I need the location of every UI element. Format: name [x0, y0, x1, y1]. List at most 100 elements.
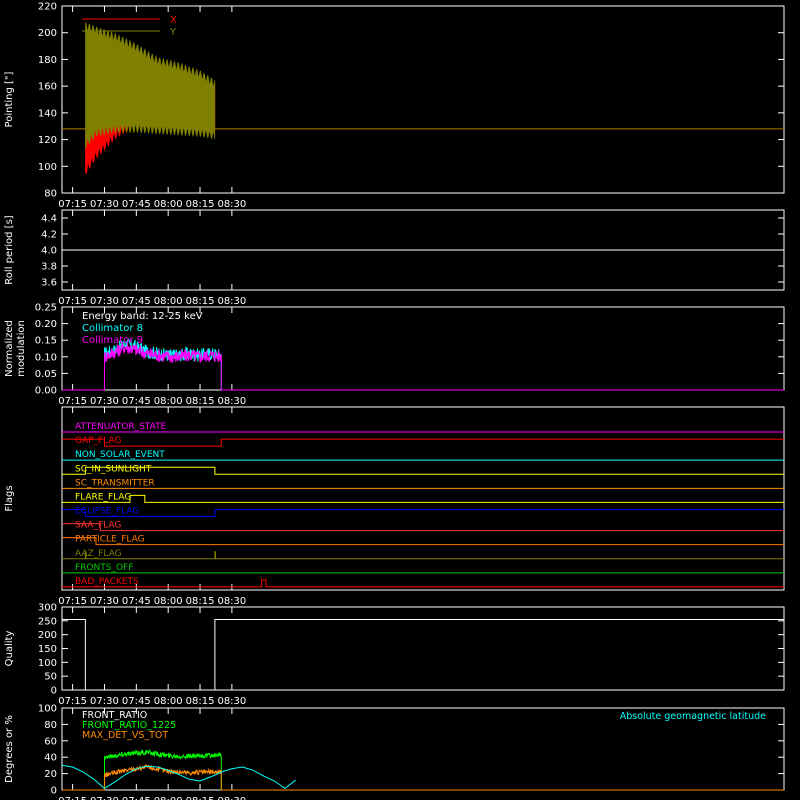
y-tick-label: 4.2 [41, 230, 57, 241]
x-tick-label: 08:15 [186, 396, 215, 407]
x-tick-label: 08:00 [154, 796, 183, 800]
flag-line [62, 551, 784, 560]
y-tick-label: 4.0 [41, 246, 57, 257]
flag-fronts-off: FRONTS_OFF [62, 563, 784, 574]
y-tick-label: 300 [38, 603, 57, 614]
series-front-ratio-1225 [62, 748, 784, 791]
flag-label: AAZ_FLAG [75, 549, 122, 559]
y-tick-label: 80 [44, 720, 57, 731]
x-tick-label: 07:15 [58, 296, 87, 307]
x-tick-label: 08:15 [186, 596, 215, 607]
pointing-frame [61, 5, 785, 194]
x-tick-label: 07:30 [90, 696, 119, 707]
legend-label-front-ratio: FRONT_RATIO [82, 710, 147, 721]
y-tick-label: 140 [38, 108, 57, 119]
flag-attenuator-state: ATTENUATOR_STATE [62, 422, 784, 433]
y-tick-label: 4.4 [41, 214, 57, 225]
energy-band-label: Energy band: 12-25 keV [82, 311, 203, 322]
y-tick-label: 180 [38, 55, 57, 66]
flag-saa-flag: SAA_FLAG [62, 521, 784, 532]
quality-time-axis: 07:15 07:30 07:45 08:00 08:15 08:30 [58, 607, 246, 707]
y-tick-label: 160 [38, 82, 57, 93]
flag-label: BAD_PACKETS [75, 577, 139, 587]
flags-frame [61, 406, 785, 591]
flags-time-axis: 07:15 07:30 07:45 08:00 08:15 08:30 [58, 407, 246, 607]
modulation-y-label-1: Normalized [4, 320, 15, 377]
x-tick-label: 07:30 [90, 596, 119, 607]
flag-gap-flag: GAP_FLAG [62, 436, 784, 447]
y-tick-label: 3.6 [41, 278, 57, 289]
pointing-time-axis: 07:15 07:30 07:45 08:00 08:15 08:30 [58, 6, 246, 210]
quality-line [62, 618, 784, 691]
flag-line [62, 494, 784, 503]
y-tick-label: 100 [38, 658, 57, 669]
ratios-y-label: Degrees or % [4, 715, 15, 783]
y-tick-label: 220 [38, 2, 57, 13]
x-tick-label: 07:30 [90, 796, 119, 800]
flag-label: SC_TRANSMITTER [75, 478, 155, 488]
modulation-y-label-2: modulation [16, 320, 27, 377]
pointing-y-axis: 80 100 120 140 160 180 200 220 [38, 2, 784, 200]
flag-label: FRONTS_OFF [75, 563, 133, 573]
flag-label: ATTENUATOR_STATE [75, 422, 167, 432]
geomagnetic-latitude-label: Absolute geomagnetic latitude [620, 711, 766, 722]
x-tick-label: 08:00 [154, 296, 183, 307]
flag-label: SAA_FLAG [75, 521, 121, 531]
flag-bad-packets: BAD_PACKETS [62, 577, 784, 588]
flag-non-solar-event: NON_SOLAR_EVENT [62, 450, 784, 461]
modulation-panel: 07:15 07:30 07:45 08:00 08:15 08:300.000.050.… [4, 303, 785, 407]
legend-label-y: Y [169, 27, 177, 38]
y-tick-label: 50 [44, 672, 57, 683]
x-tick-label: 08:00 [154, 199, 183, 210]
series-absolute-geomagnetic-latitude [61, 764, 296, 790]
series-collimator-9 [62, 342, 784, 391]
x-tick-label: 07:30 [90, 396, 119, 407]
x-tick-label: 08:30 [217, 596, 246, 607]
y-tick-label: 0.00 [35, 386, 57, 397]
y-tick-label: 3.8 [41, 262, 57, 273]
flag-line [62, 466, 784, 475]
y-tick-label: 120 [38, 135, 57, 146]
legend-label-front-ratio-1225: FRONT_RATIO_1225 [82, 720, 176, 731]
flag-sc-transmitter: SC_TRANSMITTER [62, 478, 784, 489]
x-tick-label: 08:30 [217, 796, 246, 800]
flag-aaz-flag: AAZ_FLAG [62, 549, 784, 560]
y-tick-label: 250 [38, 616, 57, 627]
flag-eclipse-flag: ECLIPSE_FLAG [62, 507, 784, 517]
x-tick-label: 08:15 [186, 296, 215, 307]
x-tick-label: 07:15 [58, 199, 87, 210]
flag-label: PARTICLE_FLAG [75, 535, 145, 545]
flag-sc-in-sunlight: SC_IN_SUNLIGHT [62, 464, 784, 475]
flag-line [62, 579, 784, 588]
flag-label: NON_SOLAR_EVENT [75, 450, 165, 460]
flags-panel: 07:15 07:30 07:45 08:00 08:15 08:30 Flags ATTEN… [4, 406, 785, 607]
x-tick-label: 07:15 [58, 696, 87, 707]
x-tick-label: 08:00 [154, 696, 183, 707]
x-tick-label: 08:30 [217, 696, 246, 707]
flag-line [62, 523, 784, 532]
x-tick-label: 07:30 [90, 199, 119, 210]
x-tick-label: 07:45 [122, 796, 151, 800]
flag-label: SC_IN_SUNLIGHT [75, 464, 152, 474]
x-tick-label: 07:15 [58, 796, 87, 800]
pointing-legend: XY [82, 15, 177, 38]
flag-label: FLARE_FLAG [75, 492, 131, 502]
flag-label: ECLIPSE_FLAG [75, 507, 139, 517]
modulation-time-axis: 07:15 07:30 07:45 08:00 08:15 08:30 [58, 307, 246, 407]
y-tick-label: 0.15 [35, 336, 57, 347]
y-tick-label: 100 [38, 704, 57, 715]
legend-label-collimator-8: Collimator 8 [82, 323, 143, 334]
flag-line [62, 438, 784, 447]
x-tick-label: 08:15 [186, 696, 215, 707]
flag-line [62, 509, 784, 517]
roll-time-axis: 07:15 07:30 07:45 08:00 08:15 08:30 [58, 210, 246, 307]
x-tick-label: 07:45 [122, 296, 151, 307]
y-tick-label: 200 [38, 28, 57, 39]
y-tick-label: 100 [38, 162, 57, 173]
pointing-panel: 07:15 07:30 07:45 08:00 08:15 08:308010012014… [4, 2, 785, 210]
y-tick-label: 0 [51, 786, 57, 797]
x-tick-label: 08:00 [154, 396, 183, 407]
x-tick-label: 07:45 [122, 199, 151, 210]
